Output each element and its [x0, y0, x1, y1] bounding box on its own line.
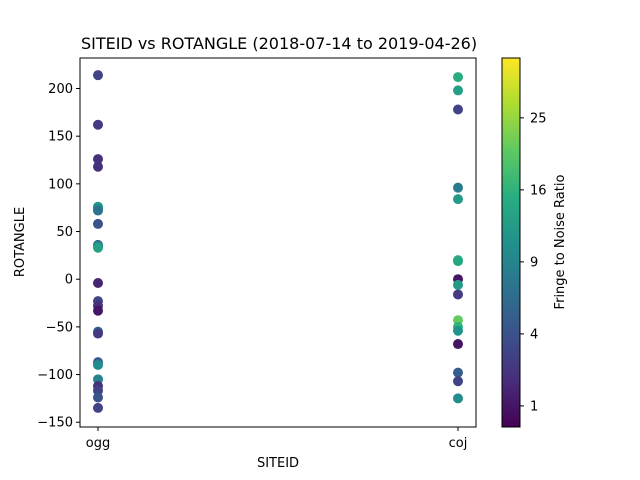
scatter-point — [93, 278, 103, 289]
plot-frame — [79, 57, 477, 428]
x-axis-label: SITEID — [257, 456, 299, 471]
scatter-point — [453, 182, 463, 193]
scatter-point — [453, 376, 463, 387]
scatter-point — [453, 367, 463, 378]
scatter-point — [93, 205, 103, 216]
scatter-point — [93, 161, 103, 172]
y-tick-label: 200 — [48, 82, 73, 97]
scatter-point — [93, 360, 103, 371]
scatter-point — [453, 339, 463, 350]
scatter-point — [93, 402, 103, 413]
colorbar-tick-label: 9 — [530, 255, 538, 270]
y-axis: 200 150 100 50 0 −50 −100 −150 — [37, 82, 80, 431]
y-tick-label: −100 — [37, 368, 73, 383]
y-tick-label: 50 — [56, 225, 73, 240]
scatter-point — [453, 85, 463, 96]
scatter-point — [453, 104, 463, 115]
x-axis: ogg coj — [86, 427, 468, 451]
scatter-point — [93, 154, 103, 165]
scatter-point — [93, 305, 103, 316]
y-tick-label: 100 — [48, 177, 73, 192]
scatter-point — [453, 393, 463, 404]
y-tick-label: 150 — [48, 130, 73, 145]
scatter-point — [93, 218, 103, 229]
scatter-point — [453, 325, 463, 336]
scatter-point — [93, 242, 103, 253]
scatter-points — [93, 70, 463, 413]
y-axis-label: ROTANGLE — [13, 207, 28, 277]
y-tick-label: 0 — [65, 273, 73, 288]
colorbar — [501, 57, 521, 428]
scatter-point — [453, 256, 463, 267]
colorbar-label: Fringe to Noise Ratio — [553, 175, 568, 310]
colorbar-tick-label: 25 — [530, 111, 547, 126]
x-tick-label: ogg — [86, 436, 110, 451]
colorbar-tick-label: 4 — [530, 327, 538, 342]
x-tick-label: coj — [449, 436, 468, 451]
scatter-point — [453, 72, 463, 83]
scatter-point — [93, 392, 103, 403]
colorbar-ticks: 1 4 9 16 25 — [520, 111, 547, 414]
scatter-point — [453, 194, 463, 205]
chart-title: SITEID vs ROTANGLE (2018-07-14 to 2019-0… — [81, 34, 477, 53]
y-tick-label: −150 — [37, 416, 73, 431]
colorbar-tick-label: 16 — [530, 183, 547, 198]
scatter-point — [93, 70, 103, 81]
scatter-point — [453, 279, 463, 290]
scatter-point — [93, 328, 103, 339]
y-tick-label: −50 — [46, 320, 73, 335]
scatter-point — [93, 119, 103, 130]
scatter-point — [453, 289, 463, 300]
colorbar-tick-label: 1 — [530, 399, 538, 414]
